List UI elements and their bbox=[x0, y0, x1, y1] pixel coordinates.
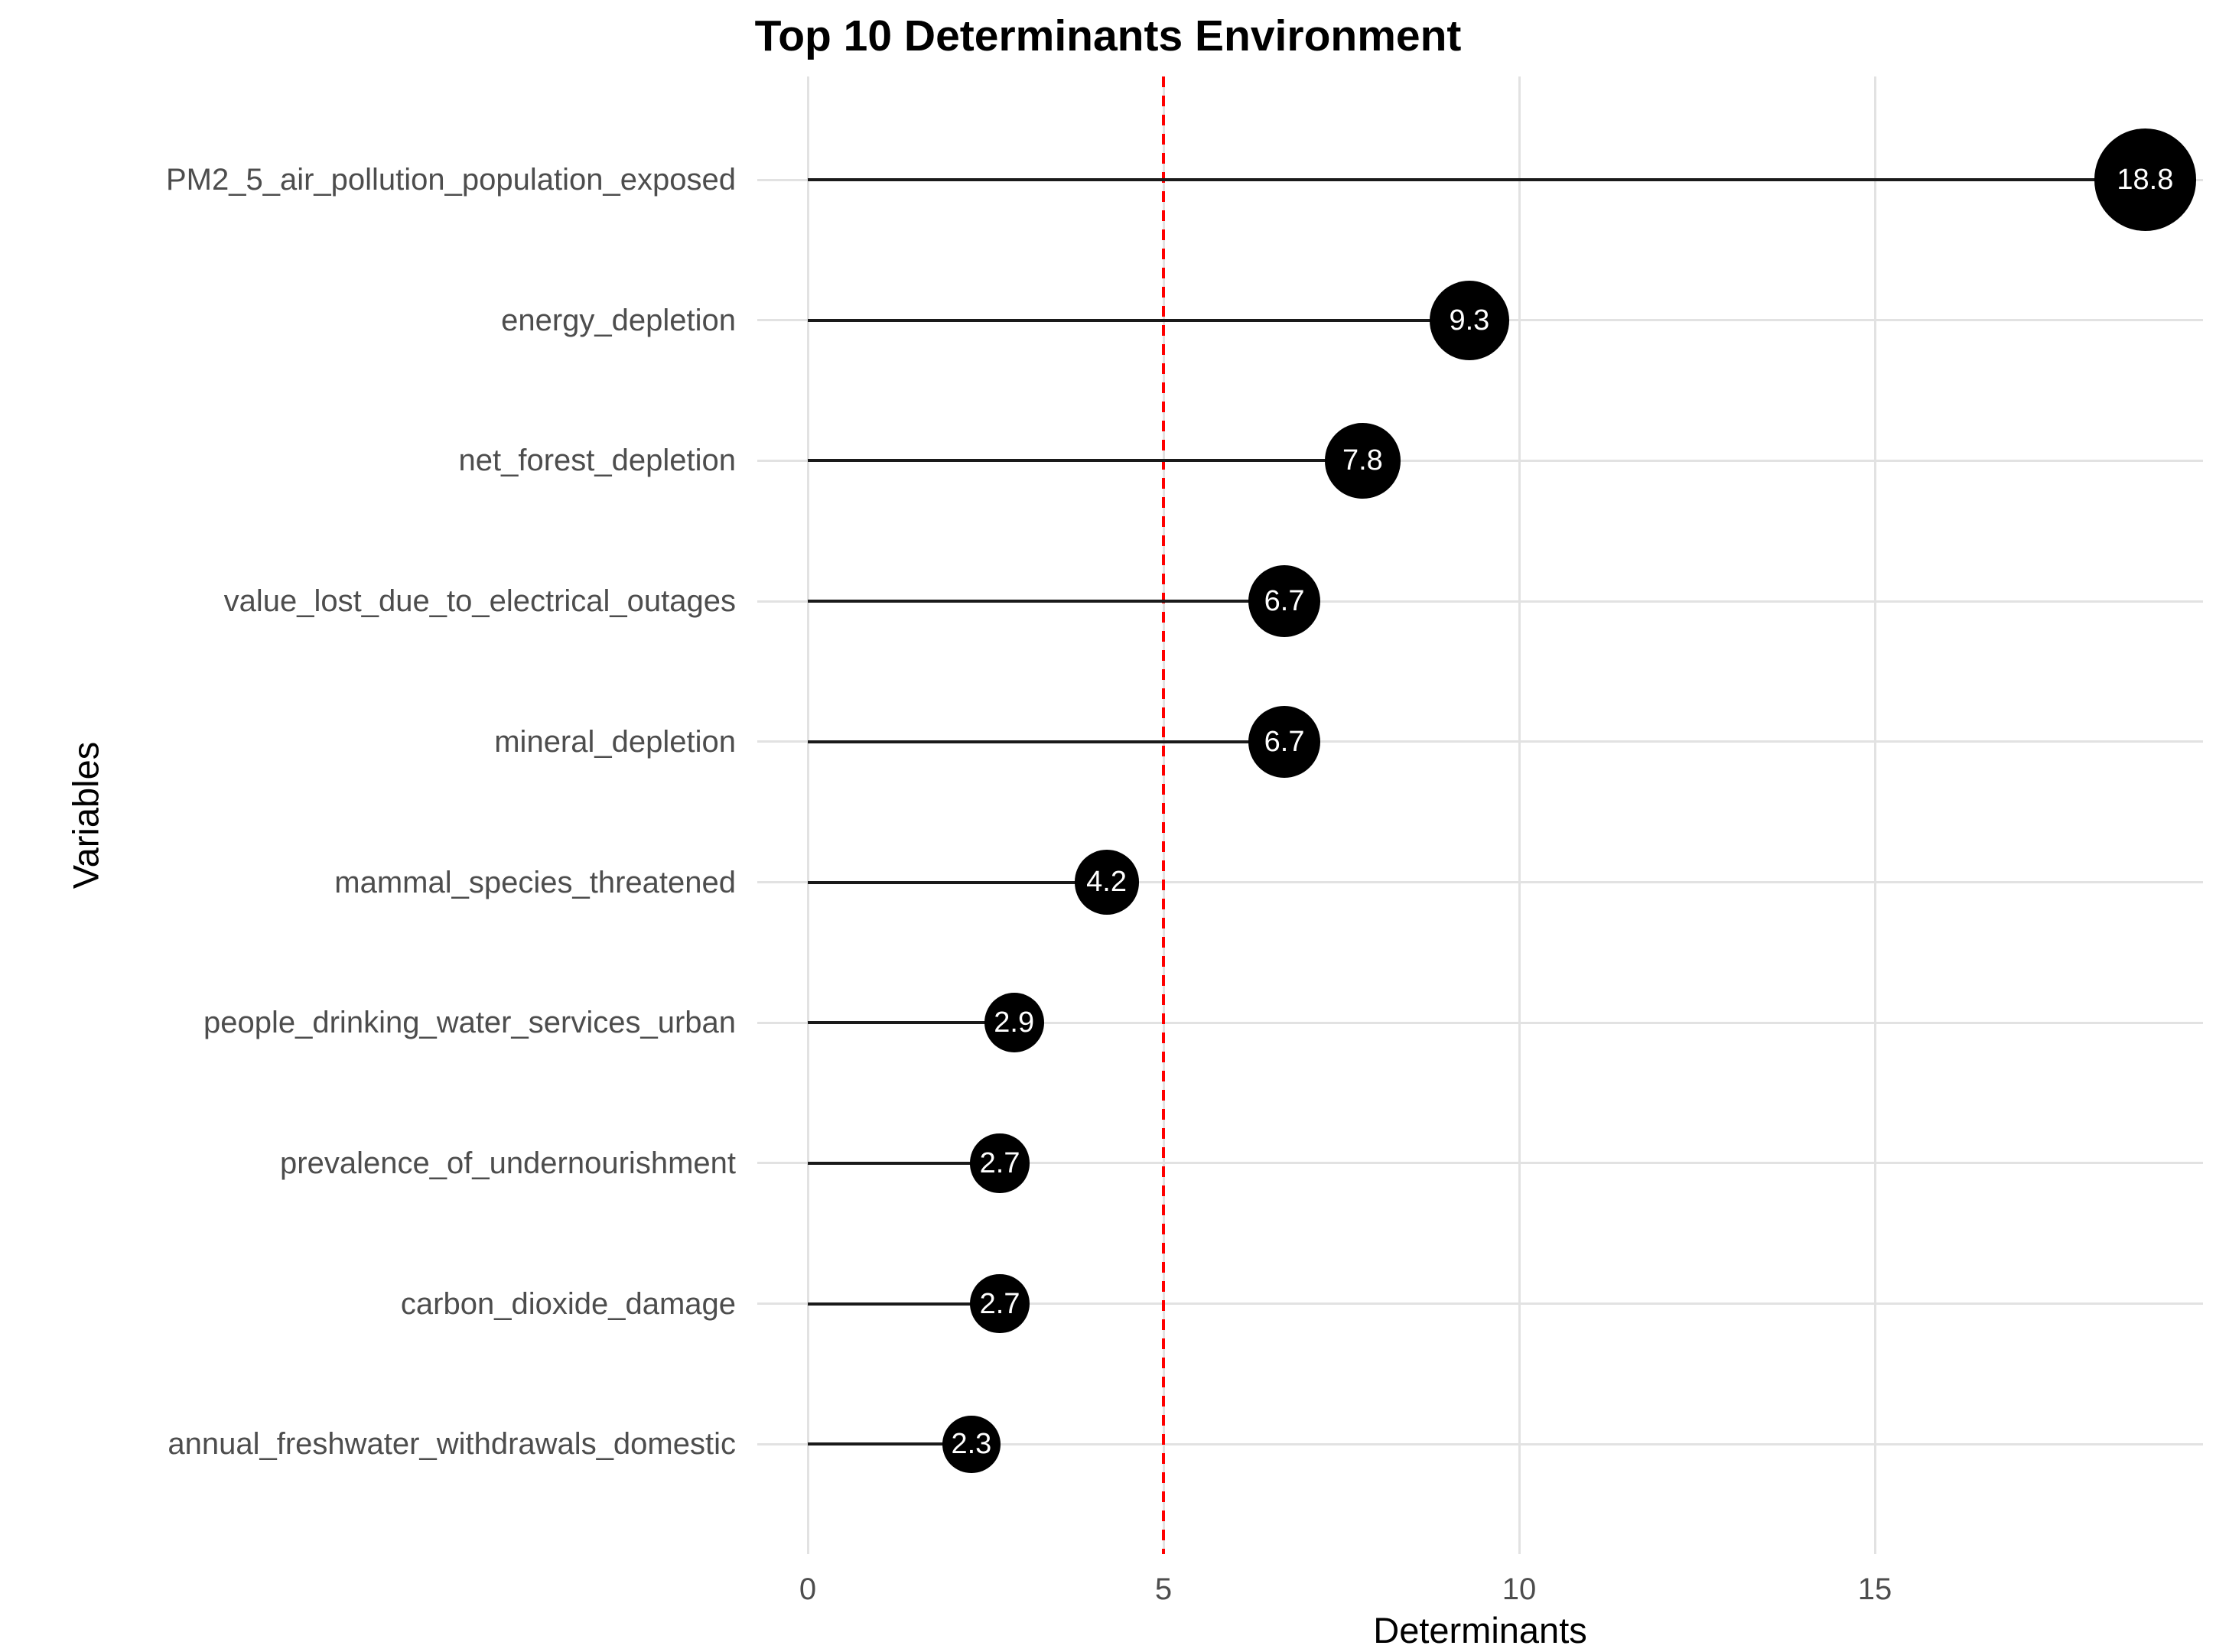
point-value-label: 7.8 bbox=[1342, 444, 1383, 477]
point-value-label: 6.7 bbox=[1264, 725, 1305, 758]
h-gridline bbox=[757, 881, 2203, 883]
point-value-label: 2.9 bbox=[994, 1006, 1035, 1039]
h-gridline bbox=[757, 1162, 2203, 1165]
lollipop-point: 2.7 bbox=[970, 1133, 1030, 1193]
lollipop-point: 9.3 bbox=[1429, 280, 1509, 360]
category-label: mammal_species_threatened bbox=[334, 865, 736, 899]
h-gridline bbox=[757, 1021, 2203, 1024]
v-gridline bbox=[1518, 76, 1521, 1554]
lollipop-point: 18.8 bbox=[2094, 128, 2196, 231]
category-label: value_lost_due_to_electrical_outages bbox=[223, 584, 736, 619]
lollipop-stem bbox=[808, 600, 1285, 603]
reference-line bbox=[1162, 76, 1165, 1554]
lollipop-stem bbox=[808, 1442, 971, 1446]
lollipop-point: 2.3 bbox=[942, 1415, 1001, 1473]
lollipop-stem bbox=[808, 740, 1285, 743]
point-value-label: 2.7 bbox=[979, 1146, 1020, 1179]
point-value-label: 2.3 bbox=[951, 1428, 992, 1461]
h-gridline bbox=[757, 1302, 2203, 1306]
lollipop-stem bbox=[808, 178, 2146, 181]
point-value-label: 18.8 bbox=[2117, 163, 2174, 196]
lollipop-point: 6.7 bbox=[1248, 564, 1321, 638]
x-tick-label: 15 bbox=[1857, 1572, 1892, 1606]
lollipop-stem bbox=[808, 880, 1107, 884]
h-gridline bbox=[757, 740, 2203, 743]
h-gridline bbox=[757, 459, 2203, 462]
category-label: energy_depletion bbox=[501, 303, 736, 337]
lollipop-stem bbox=[808, 1021, 1014, 1025]
x-tick-label: 10 bbox=[1502, 1572, 1537, 1606]
lollipop-stem bbox=[808, 318, 1469, 322]
category-label: prevalence_of_undernourishment bbox=[280, 1146, 736, 1180]
h-gridline bbox=[757, 1442, 2203, 1446]
x-tick-label: 0 bbox=[799, 1572, 817, 1606]
lollipop-point: 6.7 bbox=[1248, 705, 1321, 778]
lollipop-point: 7.8 bbox=[1325, 423, 1401, 499]
v-gridline bbox=[1873, 76, 1876, 1554]
lollipop-stem bbox=[808, 1161, 1001, 1165]
lollipop-point: 4.2 bbox=[1074, 850, 1139, 915]
category-label: mineral_depletion bbox=[494, 724, 736, 759]
point-value-label: 9.3 bbox=[1449, 304, 1490, 337]
point-value-label: 4.2 bbox=[1086, 866, 1127, 899]
category-label: people_drinking_water_services_urban bbox=[203, 1006, 736, 1040]
lollipop-stem bbox=[808, 1302, 1001, 1306]
v-gridline bbox=[806, 76, 809, 1554]
category-label: PM2_5_air_pollution_population_exposed bbox=[165, 163, 736, 197]
point-value-label: 6.7 bbox=[1264, 585, 1305, 618]
category-label: net_forest_depletion bbox=[458, 444, 737, 478]
h-gridline bbox=[757, 600, 2203, 603]
lollipop-stem bbox=[808, 459, 1363, 463]
category-label: annual_freshwater_withdrawals_domestic bbox=[168, 1427, 736, 1462]
x-tick-label: 5 bbox=[1154, 1572, 1173, 1606]
x-axis-title: Determinants bbox=[1373, 1610, 1587, 1650]
chart-title: Top 10 Determinants Environment bbox=[754, 11, 1462, 60]
point-value-label: 2.7 bbox=[979, 1287, 1020, 1320]
lollipop-point: 2.7 bbox=[970, 1273, 1030, 1334]
lollipop-point: 2.9 bbox=[984, 993, 1044, 1053]
plot-panel: 18.8 9.3 7.8 6.7 6.7 4.2 2.9 2.7 2.7 2.3 bbox=[757, 76, 2203, 1554]
category-label: carbon_dioxide_damage bbox=[400, 1286, 736, 1321]
